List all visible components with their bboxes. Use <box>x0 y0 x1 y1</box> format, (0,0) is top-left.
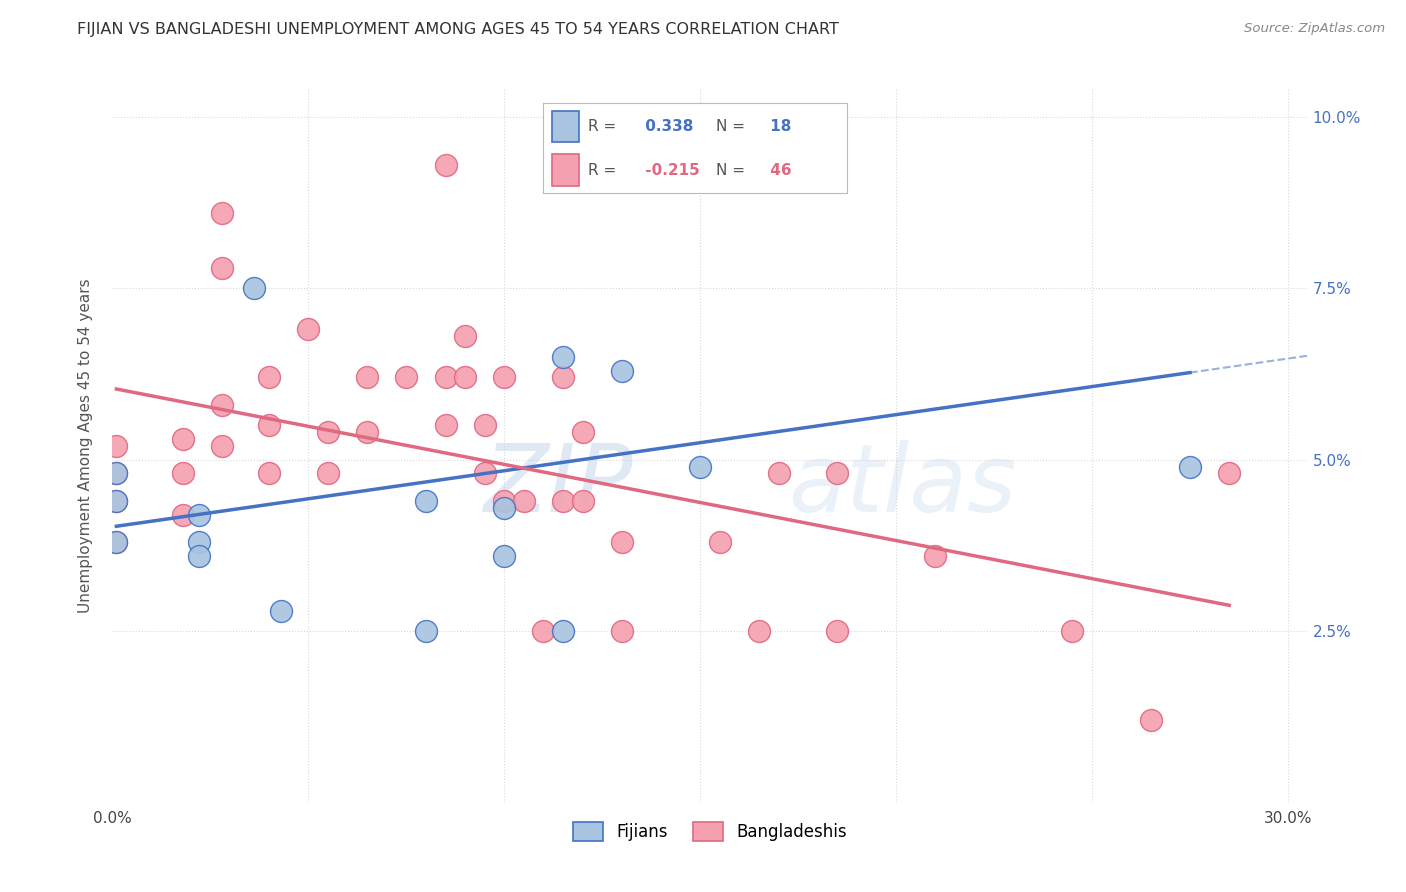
Point <box>494 500 516 515</box>
Point <box>434 370 457 384</box>
Point <box>551 494 574 508</box>
Point <box>105 467 128 481</box>
Point <box>257 418 280 433</box>
Point <box>257 370 280 384</box>
Point <box>415 624 437 639</box>
Point <box>242 281 264 295</box>
Point <box>187 549 209 563</box>
Y-axis label: Unemployment Among Ages 45 to 54 years: Unemployment Among Ages 45 to 54 years <box>79 278 93 614</box>
Point <box>297 322 319 336</box>
Point <box>211 439 233 453</box>
Point <box>748 624 770 639</box>
Point <box>257 467 280 481</box>
Point <box>610 535 633 549</box>
Point <box>434 418 457 433</box>
Text: atlas: atlas <box>787 440 1017 531</box>
Point <box>551 370 574 384</box>
Point <box>434 158 457 172</box>
Point <box>316 467 339 481</box>
Point <box>105 439 128 453</box>
Point <box>356 425 378 440</box>
Point <box>187 508 209 522</box>
Point <box>689 459 711 474</box>
Point <box>172 432 194 446</box>
Point <box>827 624 849 639</box>
Point <box>551 624 574 639</box>
Point <box>211 260 233 275</box>
Legend: Fijians, Bangladeshis: Fijians, Bangladeshis <box>567 815 853 848</box>
Point <box>395 370 418 384</box>
Text: Source: ZipAtlas.com: Source: ZipAtlas.com <box>1244 22 1385 36</box>
Point <box>571 425 593 440</box>
Point <box>105 535 128 549</box>
Point <box>356 370 378 384</box>
Point <box>709 535 731 549</box>
Point <box>187 535 209 549</box>
Point <box>494 549 516 563</box>
Point <box>172 508 194 522</box>
Point <box>211 398 233 412</box>
Point <box>551 350 574 364</box>
Point <box>1178 459 1201 474</box>
Point <box>1062 624 1084 639</box>
Point <box>474 467 496 481</box>
Point <box>105 494 128 508</box>
Point <box>1140 714 1163 728</box>
Point <box>454 329 477 343</box>
Text: FIJIAN VS BANGLADESHI UNEMPLOYMENT AMONG AGES 45 TO 54 YEARS CORRELATION CHART: FIJIAN VS BANGLADESHI UNEMPLOYMENT AMONG… <box>77 22 839 37</box>
Point <box>211 205 233 219</box>
Point <box>316 425 339 440</box>
Point <box>415 494 437 508</box>
Point <box>513 494 536 508</box>
Point <box>787 137 810 152</box>
Point <box>494 494 516 508</box>
Point <box>105 535 128 549</box>
Point <box>454 370 477 384</box>
Point <box>533 624 555 639</box>
Text: ZIP: ZIP <box>482 440 633 531</box>
Point <box>172 467 194 481</box>
Point <box>827 467 849 481</box>
Point <box>768 467 790 481</box>
Point <box>474 418 496 433</box>
Point <box>924 549 946 563</box>
Point <box>610 363 633 377</box>
Point <box>105 467 128 481</box>
Point <box>610 624 633 639</box>
Point <box>1218 467 1240 481</box>
Point <box>494 370 516 384</box>
Point <box>105 494 128 508</box>
Point <box>270 604 292 618</box>
Point <box>571 494 593 508</box>
